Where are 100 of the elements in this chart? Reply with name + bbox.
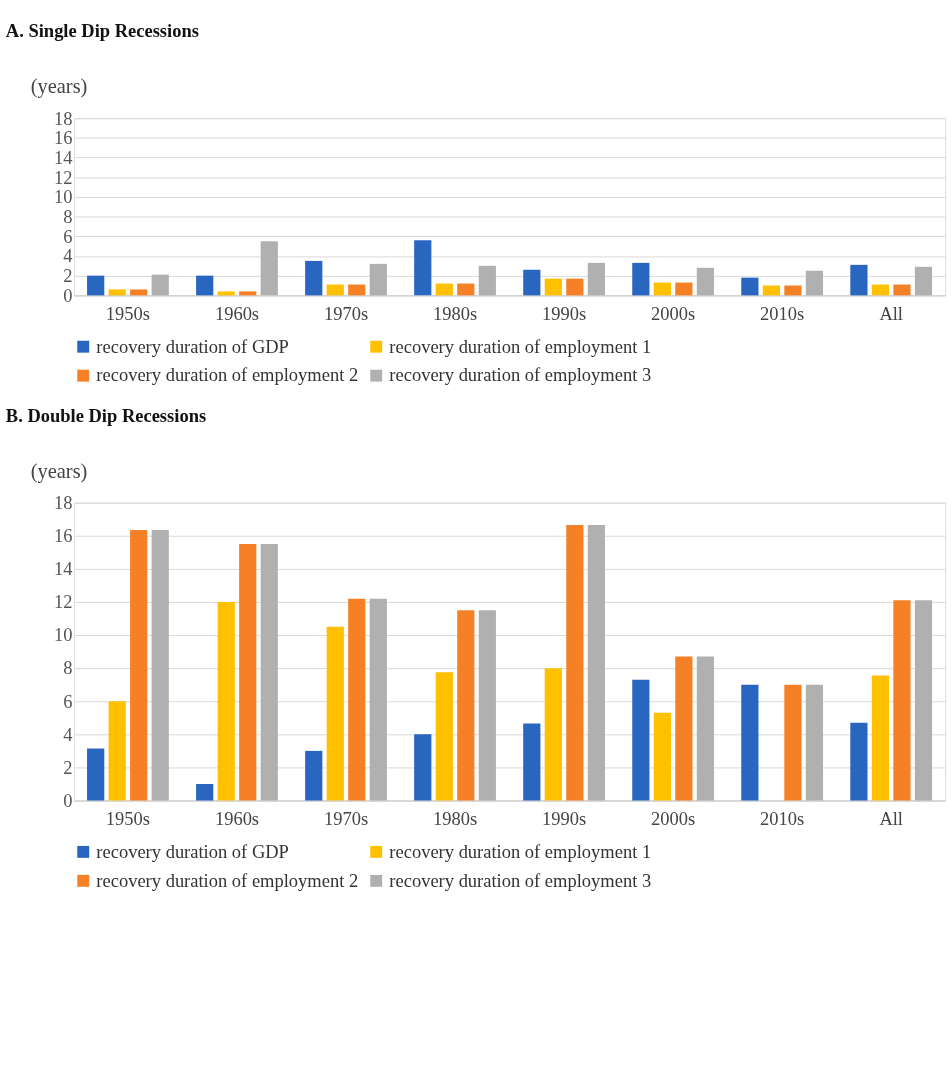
y-tick-label: 14 <box>54 559 73 580</box>
chart-title: A. Single Dip Recessions <box>5 21 199 42</box>
bar <box>893 600 911 801</box>
y-tick-label: 0 <box>63 285 73 306</box>
x-tick-label: 1990s <box>542 809 587 830</box>
bar <box>805 684 824 801</box>
bar <box>108 289 126 296</box>
x-tick-label: 2000s <box>651 304 696 325</box>
x-tick-label: All <box>879 809 903 830</box>
bar <box>326 626 344 801</box>
x-tick-label: 1990s <box>542 304 587 325</box>
bar <box>850 264 868 296</box>
legend-label: recovery duration of employment 1 <box>389 336 652 357</box>
bar <box>369 263 387 296</box>
bar <box>741 277 759 296</box>
bar <box>566 525 584 801</box>
x-tick-label: 2010s <box>760 304 805 325</box>
bar <box>696 267 715 296</box>
x-tick-label: 1950s <box>105 809 151 830</box>
bar <box>784 684 802 801</box>
bar <box>741 684 759 801</box>
bar <box>414 734 432 801</box>
bar <box>239 291 257 296</box>
bar <box>435 672 453 801</box>
bar <box>457 283 475 296</box>
bar <box>435 283 453 296</box>
bar <box>871 675 890 801</box>
bar <box>478 265 496 296</box>
legend-label: recovery duration of employment 2 <box>96 365 359 386</box>
bar <box>196 783 214 801</box>
legend-label: recovery duration of GDP <box>96 841 289 862</box>
y-axis-title: (years) <box>30 459 88 483</box>
y-axis-title: (years) <box>30 75 88 99</box>
bar <box>653 282 671 296</box>
chart-title: B. Double Dip Recessions <box>5 405 207 426</box>
x-tick-label: 1980s <box>432 809 478 830</box>
y-tick-label: 18 <box>54 493 73 514</box>
x-tick-label: 2010s <box>760 809 805 830</box>
bar <box>239 544 257 801</box>
bar <box>305 750 323 801</box>
x-tick-label: 1950s <box>105 304 151 325</box>
bar <box>805 270 824 296</box>
y-tick-label: 12 <box>54 167 73 188</box>
bar <box>130 529 148 801</box>
y-tick-label: 16 <box>54 128 73 149</box>
y-tick-label: 12 <box>54 592 73 613</box>
y-tick-label: 4 <box>63 724 73 745</box>
bar <box>108 701 126 801</box>
y-tick-label: 14 <box>54 147 73 168</box>
bar <box>632 262 650 296</box>
x-tick-label: All <box>879 304 903 325</box>
bar <box>457 610 475 801</box>
bar <box>305 260 323 296</box>
bar <box>151 274 169 296</box>
legend-label: recovery duration of employment 3 <box>389 870 652 891</box>
bar <box>871 284 890 296</box>
bar <box>653 712 671 801</box>
bar <box>914 600 933 801</box>
bar <box>893 284 911 296</box>
legend-label: recovery duration of employment 3 <box>389 365 652 386</box>
x-tick-label: 2000s <box>651 809 696 830</box>
y-tick-label: 18 <box>54 108 73 129</box>
y-tick-label: 6 <box>63 226 73 247</box>
legend-label: recovery duration of employment 1 <box>389 841 652 862</box>
y-tick-label: 2 <box>63 265 73 286</box>
bar <box>87 275 105 296</box>
y-tick-label: 4 <box>63 246 73 267</box>
y-tick-label: 16 <box>54 526 73 547</box>
bar <box>632 679 650 801</box>
bar <box>151 529 169 801</box>
bar <box>414 240 432 296</box>
legend-label: recovery duration of employment 2 <box>96 870 359 891</box>
bar <box>369 598 387 801</box>
legend-label: recovery duration of GDP <box>96 336 289 357</box>
x-tick-label: 1960s <box>214 304 260 325</box>
bar <box>260 544 278 801</box>
bar <box>217 291 235 296</box>
bar <box>587 262 605 296</box>
bar <box>696 656 715 801</box>
bar <box>850 722 868 801</box>
bar <box>544 668 562 801</box>
bar <box>87 748 105 801</box>
bar <box>260 241 278 296</box>
bar <box>675 282 693 296</box>
y-tick-label: 10 <box>54 625 73 646</box>
x-tick-label: 1960s <box>214 809 260 830</box>
y-tick-label: 8 <box>63 658 73 679</box>
y-tick-label: 8 <box>63 206 73 227</box>
x-tick-label: 1970s <box>323 304 369 325</box>
x-tick-label: 1970s <box>323 809 369 830</box>
bar <box>566 278 584 296</box>
y-tick-label: 6 <box>63 691 73 712</box>
bar <box>217 601 235 801</box>
bar <box>348 284 366 296</box>
bar <box>478 610 496 801</box>
bar <box>784 285 802 296</box>
bar <box>762 285 780 296</box>
y-tick-label: 2 <box>63 757 73 778</box>
bar <box>544 278 562 296</box>
bar <box>130 289 148 296</box>
